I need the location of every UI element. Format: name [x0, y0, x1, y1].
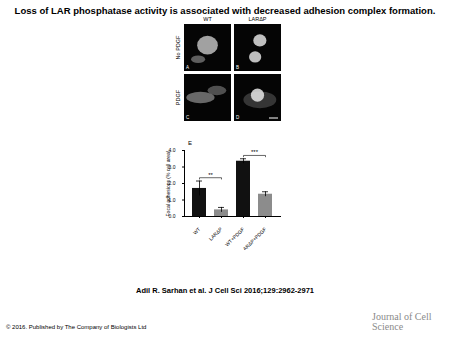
svg-text:D: D: [236, 115, 240, 120]
svg-text:LARΔP+PDGF: LARΔP+PDGF: [240, 226, 268, 250]
svg-text:3.0: 3.0: [168, 163, 176, 170]
svg-text:WT: WT: [203, 16, 212, 22]
svg-text:PDGF: PDGF: [175, 89, 181, 105]
html-text:Loss of LAR phosphatase activi: Loss of LAR phosphatase activity is asso…: [14, 5, 436, 16]
svg-text:4.0: 4.0: [168, 147, 176, 154]
svg-text:LARΔP: LARΔP: [248, 16, 266, 22]
svg-text:WT: WT: [192, 226, 202, 236]
svg-text:0.0: 0.0: [168, 213, 176, 220]
svg-text:A: A: [186, 65, 189, 70]
svg-text:1.0: 1.0: [168, 196, 176, 203]
svg-text:Focal adhesions (% cell area): Focal adhesions (% cell area): [165, 150, 171, 216]
svg-text:**: **: [208, 172, 213, 178]
svg-text:No PDGF: No PDGF: [175, 35, 181, 59]
html-text:Adil R. Sarhan et al. J Cell S: Adil R. Sarhan et al. J Cell Sci 2016;12…: [136, 286, 314, 295]
svg-text:WT+PDGF: WT+PDGF: [224, 226, 246, 248]
svg-text:C: C: [186, 115, 190, 120]
svg-text:***: ***: [251, 149, 259, 155]
html-text:Journal of Cell Science: Journal of Cell Science: [372, 311, 432, 332]
svg-text:LARΔP: LARΔP: [207, 225, 223, 241]
html-text:E: E: [188, 140, 192, 146]
html-text:© 2016. Published by The Compa: © 2016. Published by The Company of Biol…: [6, 324, 147, 330]
svg-text:B: B: [236, 65, 239, 70]
svg-text:2.0: 2.0: [168, 180, 176, 187]
